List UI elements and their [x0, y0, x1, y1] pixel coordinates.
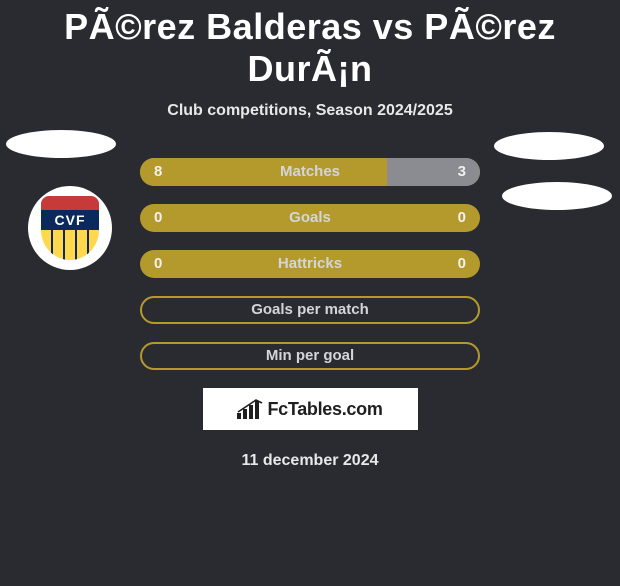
brand-chart-icon [237, 399, 263, 419]
team-badge-placeholder-right-2 [502, 182, 612, 210]
page-title: PÃ©rez Balderas vs PÃ©rez DurÃ¡n [0, 6, 620, 90]
team-badge-placeholder-left [6, 130, 116, 158]
stat-value-right: 0 [458, 204, 466, 232]
club-crest: CVF [28, 186, 112, 270]
stat-value-left: 8 [154, 158, 162, 186]
stat-value-left: 0 [154, 250, 162, 278]
stat-label: Goals [140, 204, 480, 232]
stat-row: Goals per match [140, 296, 480, 324]
stat-label: Min per goal [140, 342, 480, 370]
stat-row: Hattricks0 0 [140, 250, 480, 278]
stat-label: Matches [140, 158, 480, 186]
stat-rows: Matches83Goals00Hattricks00Goals per mat… [140, 158, 480, 370]
date-label: 11 december 2024 [0, 452, 620, 470]
stat-value-left: 0 [154, 204, 162, 232]
stat-row: Min per goal [140, 342, 480, 370]
stat-label: Goals per match [140, 296, 480, 324]
stat-value-right: 3 [458, 158, 466, 186]
page-subtitle: Club competitions, Season 2024/2025 [0, 102, 620, 120]
brand-text: FcTables.com [267, 399, 382, 420]
brand-box: FcTables.com [203, 388, 418, 430]
stat-value-right: 0 [458, 250, 466, 278]
club-crest-letters: CVF [41, 210, 99, 230]
team-badge-placeholder-right-1 [494, 132, 604, 160]
stat-row: Goals0 0 [140, 204, 480, 232]
infographic-container: PÃ©rez Balderas vs PÃ©rez DurÃ¡n Club co… [0, 6, 620, 470]
stat-row: Matches8 3 [140, 158, 480, 186]
stat-label: Hattricks [140, 250, 480, 278]
